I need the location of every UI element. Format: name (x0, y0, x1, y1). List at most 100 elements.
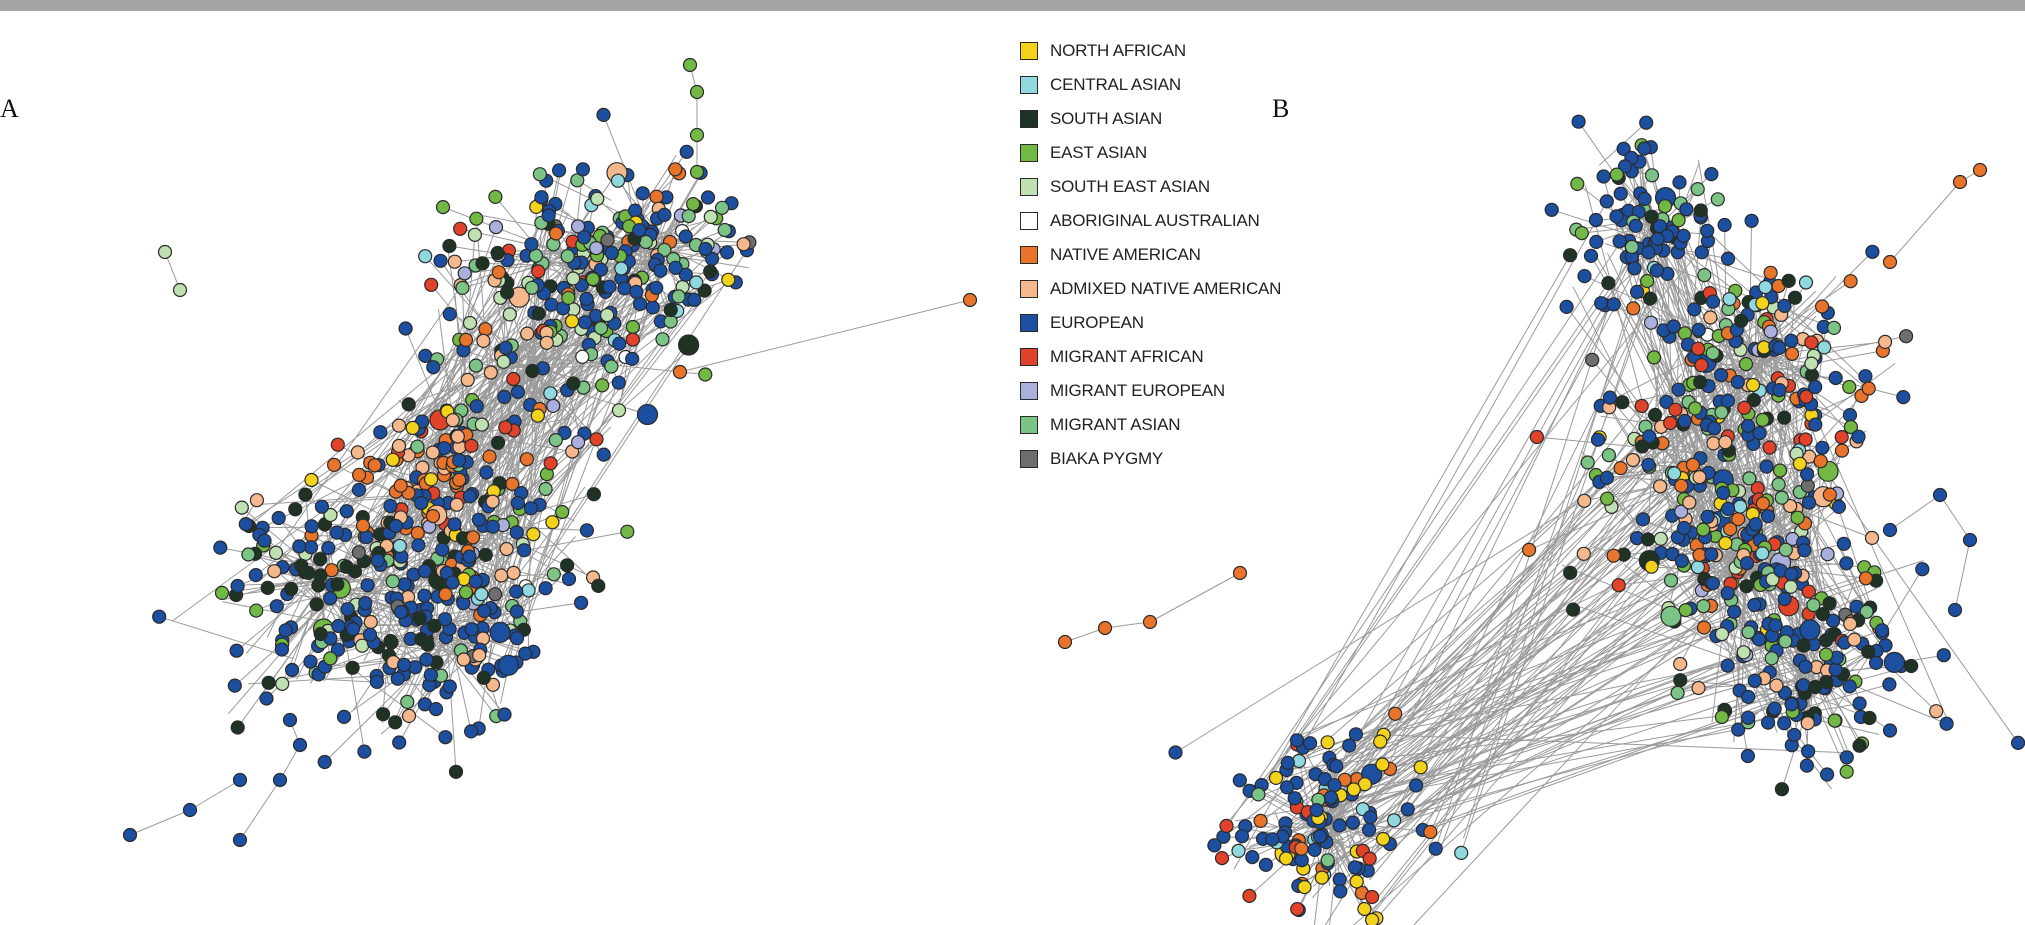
network-node (1408, 778, 1424, 793)
legend-swatch (1020, 42, 1038, 60)
network-node (1800, 744, 1816, 759)
network-node (1375, 757, 1390, 772)
network-node (700, 190, 716, 205)
network-edge (1358, 544, 1698, 869)
network-node (1755, 412, 1770, 428)
network-node (424, 277, 439, 292)
network-node (1718, 535, 1733, 551)
network-node (1278, 851, 1294, 866)
network-node (1253, 813, 1268, 829)
network-node (1609, 209, 1624, 224)
network-node (460, 372, 475, 387)
network-node (625, 351, 640, 366)
network-node (1877, 334, 1893, 349)
network-node (1641, 457, 1656, 472)
network-node (1864, 530, 1880, 546)
network-node (1168, 745, 1183, 760)
network-node (457, 266, 472, 281)
network-node (1861, 381, 1876, 396)
network-node (1827, 713, 1842, 728)
network-node (1428, 841, 1443, 856)
network-node (1704, 167, 1719, 182)
network-node (1758, 280, 1773, 295)
network-node (1676, 520, 1692, 536)
network-node (1972, 162, 1988, 178)
legend-item-central-asian: CENTRAL ASIAN (1020, 68, 1281, 102)
network-edge (509, 343, 620, 349)
network-node (392, 735, 407, 750)
legend-swatch (1020, 212, 1038, 230)
network-node (1423, 824, 1438, 840)
network-node (1736, 645, 1751, 660)
network-node (1232, 773, 1247, 788)
network-node (1242, 888, 1257, 904)
legend-swatch (1020, 246, 1038, 264)
network-edge (1889, 494, 1941, 531)
network-node (1784, 333, 1799, 348)
network-node (499, 541, 514, 557)
network-node (1783, 579, 1798, 594)
network-node (1882, 254, 1898, 270)
network-node (1640, 532, 1656, 547)
network-node (1828, 370, 1843, 386)
network-node (1571, 114, 1586, 129)
network-node (1952, 174, 1968, 190)
network-node (398, 321, 413, 336)
network-node (1862, 710, 1877, 726)
network-node (1691, 680, 1706, 696)
network-node (1851, 429, 1866, 444)
network-node (401, 397, 416, 412)
network-node (1768, 618, 1783, 633)
network-node (1842, 679, 1857, 694)
network-node (1722, 292, 1737, 307)
network-node (1896, 390, 1911, 405)
network-node (1635, 512, 1651, 527)
network-node (1606, 297, 1621, 312)
network-node (1752, 426, 1767, 441)
network-node (1834, 443, 1850, 458)
network-node (538, 581, 553, 596)
network-node (285, 662, 300, 678)
network-node (1634, 398, 1649, 414)
network-edge (1324, 301, 1714, 925)
network-node (1696, 522, 1711, 537)
network-node (1232, 565, 1248, 581)
network-node (1641, 245, 1656, 260)
network-node (1796, 678, 1811, 693)
network-node (462, 315, 478, 331)
network-node (1696, 598, 1711, 614)
network-node (566, 271, 581, 286)
network-node (1800, 715, 1815, 731)
network-node (1759, 459, 1774, 474)
network-node (1696, 620, 1712, 635)
network-node (1703, 310, 1718, 325)
network-node (1297, 879, 1312, 895)
network-node (1413, 760, 1428, 775)
legend-swatch (1020, 450, 1038, 468)
network-edge (1149, 572, 1241, 623)
network-node (1663, 573, 1679, 588)
network-node (1280, 755, 1295, 771)
network-node (1915, 562, 1930, 577)
network-node (1822, 487, 1838, 502)
network-node (1730, 374, 1745, 390)
network-node (1323, 790, 1339, 805)
network-node (1294, 841, 1309, 856)
network-node (304, 472, 319, 488)
network-node (1741, 710, 1756, 725)
network-node (1320, 853, 1335, 868)
network-node (1346, 782, 1361, 797)
network-node (1332, 818, 1347, 833)
network-node (586, 487, 602, 502)
network-node (1231, 843, 1246, 859)
network-node (1755, 296, 1770, 311)
network-node (1769, 678, 1784, 693)
network-node (1700, 509, 1715, 524)
network-node (1772, 383, 1787, 398)
network-node (1820, 547, 1835, 562)
network-edge (1317, 437, 1643, 819)
network-node (1602, 390, 1618, 405)
network-node (1784, 566, 1799, 582)
network-node (1808, 679, 1823, 695)
network-node (1258, 857, 1274, 872)
